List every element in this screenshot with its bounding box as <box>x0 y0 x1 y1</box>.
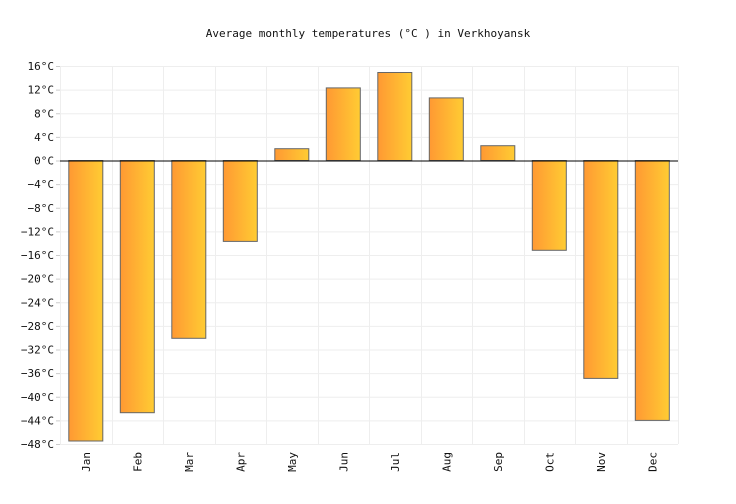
bar-feb <box>119 160 155 414</box>
bar-dec <box>634 160 670 421</box>
y-tick-label: −36°C <box>21 367 54 380</box>
y-tick-label: −12°C <box>21 225 54 238</box>
y-tick-label: 4°C <box>34 131 54 144</box>
y-tick-label: 0°C <box>34 155 54 168</box>
grid-layer <box>60 66 679 445</box>
x-tick-label: Feb <box>131 452 144 472</box>
bar-apr <box>222 160 258 242</box>
bar-nov <box>583 160 619 379</box>
y-tick-label: 16°C <box>28 60 55 73</box>
x-tick-label: May <box>286 452 299 472</box>
bar-oct <box>531 160 567 251</box>
x-tick-label: Dec <box>646 452 659 472</box>
y-tick-label: −24°C <box>21 296 54 309</box>
chart-title: Average monthly temperatures (°C ) in Ve… <box>206 27 531 40</box>
bar-jun <box>325 87 361 161</box>
y-tick-label: −20°C <box>21 273 54 286</box>
x-tick-label: Jul <box>389 452 402 472</box>
x-tick-label: Aug <box>440 452 453 472</box>
y-tick-label: 12°C <box>28 84 55 97</box>
x-tick-label: Apr <box>234 452 247 472</box>
x-tick-label: Oct <box>543 452 556 472</box>
bar-jan <box>68 160 104 442</box>
y-tick-label: −16°C <box>21 249 54 262</box>
bar-may <box>274 148 310 161</box>
bar-aug <box>428 97 464 161</box>
y-tick-label: −48°C <box>21 438 54 451</box>
x-tick-label: Jan <box>80 452 93 472</box>
bar-mar <box>171 160 207 339</box>
x-tick-label: Nov <box>595 452 608 472</box>
y-tick-label: 8°C <box>34 107 54 120</box>
bars-layer <box>68 72 670 442</box>
y-tick-label: −44°C <box>21 414 54 427</box>
bar-jul <box>377 72 413 161</box>
x-tick-label: Mar <box>183 452 196 472</box>
x-tick-label: Jun <box>337 452 350 472</box>
x-axis-ticks: Jan Feb Mar Apr May Jun Jul Aug Sep Oct Nov Dec <box>80 452 660 472</box>
y-axis-ticks: 16°C 12°C 8°C 4°C 0°C −4°C −8°C −12°C −16°C −20°C… <box>21 60 60 451</box>
y-tick-label: −8°C <box>28 202 55 215</box>
y-tick-label: −32°C <box>21 344 54 357</box>
y-tick-label: −28°C <box>21 320 54 333</box>
y-tick-label: −4°C <box>28 178 55 191</box>
y-tick-label: −40°C <box>21 391 54 404</box>
x-tick-label: Sep <box>492 452 505 472</box>
bar-sep <box>480 145 516 161</box>
